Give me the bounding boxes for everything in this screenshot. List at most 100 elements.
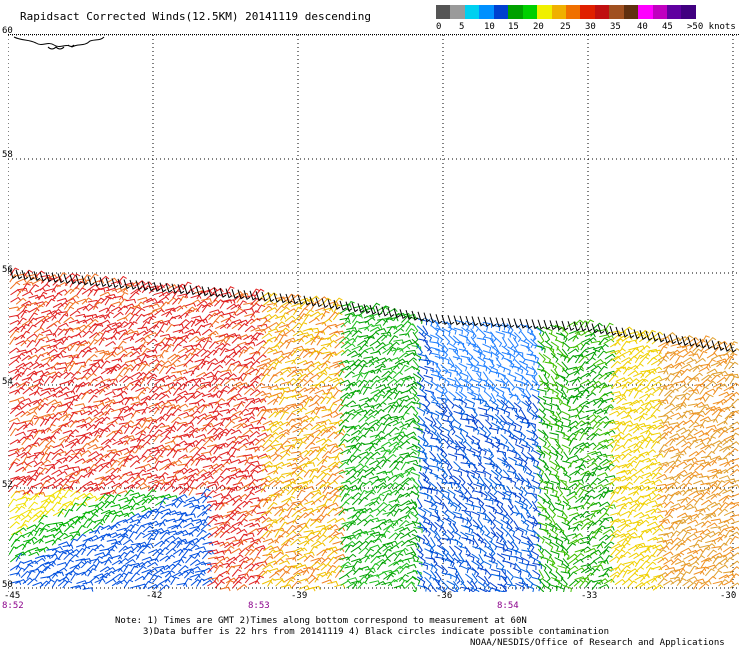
- wind-barb: [700, 557, 712, 563]
- wind-barb: [27, 317, 38, 326]
- wind-barb: [338, 425, 348, 434]
- wind-barb: [344, 540, 356, 548]
- wind-barb: [262, 438, 273, 447]
- wind-barb: [404, 581, 416, 589]
- wind-barb: [375, 393, 385, 403]
- wind-barb: [340, 348, 352, 356]
- wind-barb: [520, 505, 529, 515]
- wind-barb: [297, 441, 307, 450]
- wind-barb: [40, 436, 52, 441]
- wind-barb: [458, 391, 468, 401]
- edge-wind-barb: [525, 318, 533, 329]
- wind-barb: [233, 402, 245, 407]
- wind-barb: [567, 366, 579, 371]
- wind-barb: [694, 410, 706, 415]
- wind-barb: [467, 357, 474, 369]
- wind-barb: [167, 495, 179, 500]
- wind-barb: [651, 353, 662, 360]
- wind-barb: [238, 470, 250, 475]
- wind-barb: [717, 488, 728, 496]
- edge-wind-barb: [111, 278, 119, 289]
- wind-barb: [389, 341, 400, 349]
- wind-barb: [176, 538, 188, 544]
- wind-barb: [698, 582, 710, 590]
- wind-barb: [153, 569, 165, 576]
- wind-barb: [491, 422, 500, 431]
- wind-barb: [255, 367, 265, 376]
- wind-barb: [104, 512, 114, 521]
- wind-barb: [21, 437, 32, 446]
- wind-barb: [275, 321, 286, 329]
- wind-barb: [633, 511, 645, 518]
- wind-barb: [51, 570, 62, 579]
- wind-barb: [74, 409, 86, 414]
- wind-barb: [633, 390, 643, 399]
- wind-barb: [592, 443, 604, 451]
- wind-barb: [507, 407, 518, 413]
- wind-barb: [338, 367, 348, 377]
- wind-barb: [448, 502, 458, 512]
- wind-barb: [202, 438, 214, 447]
- wind-barb: [70, 497, 80, 506]
- wind-barb: [303, 551, 315, 556]
- wind-barb: [560, 383, 570, 394]
- wind-barb: [706, 549, 717, 558]
- wind-barb: [362, 507, 374, 514]
- wind-barb: [506, 491, 517, 498]
- wind-barb: [591, 456, 602, 464]
- wind-barb: [471, 560, 480, 570]
- wind-barb: [219, 409, 231, 414]
- wind-barb: [110, 363, 122, 370]
- wind-barb: [122, 529, 133, 538]
- wind-barb: [603, 578, 615, 585]
- wind-barb: [585, 495, 595, 504]
- wind-barb: [376, 501, 388, 510]
- wind-barb: [233, 307, 244, 316]
- wind-barb: [465, 553, 475, 562]
- wind-barb: [105, 340, 116, 347]
- wind-barb: [392, 371, 403, 379]
- wind-barb: [352, 528, 364, 535]
- wind-barb: [320, 481, 332, 489]
- wind-barb: [220, 342, 231, 351]
- wind-barb: [257, 526, 269, 531]
- wind-barb: [260, 373, 270, 382]
- wind-barb: [101, 325, 112, 332]
- wind-barb: [62, 354, 74, 360]
- wind-barb: [701, 514, 713, 521]
- wind-barb: [712, 371, 724, 377]
- wind-barb: [94, 578, 106, 584]
- wind-barb: [687, 474, 698, 483]
- wind-barb: [182, 455, 194, 461]
- wind-barb: [531, 366, 538, 377]
- edge-wind-barb: [711, 340, 719, 351]
- wind-barb: [388, 401, 400, 406]
- wind-barb: [617, 522, 629, 529]
- wind-barb: [668, 382, 679, 390]
- wind-barb: [159, 320, 171, 325]
- edge-wind-barb: [15, 269, 23, 280]
- wind-barb: [326, 564, 337, 573]
- wind-barb: [183, 425, 195, 433]
- wind-barb: [710, 430, 721, 438]
- wind-barb: [478, 553, 485, 565]
- wind-barb: [610, 391, 622, 396]
- wind-barb: [573, 482, 584, 491]
- wind-barb: [716, 409, 726, 418]
- wind-barb: [159, 435, 171, 443]
- wind-barb: [296, 522, 308, 527]
- wind-barb: [506, 576, 513, 588]
- wind-barb: [591, 349, 601, 359]
- wind-barb: [357, 481, 367, 491]
- wind-barb: [632, 535, 644, 540]
- wind-barb: [705, 512, 717, 517]
- wind-barb: [461, 509, 471, 516]
- wind-barb: [105, 293, 117, 299]
- wind-barb: [128, 403, 139, 412]
- wind-barb: [543, 466, 552, 476]
- wind-barb: [44, 533, 56, 539]
- wind-barb: [392, 347, 402, 356]
- wind-barb: [717, 426, 729, 433]
- wind-barb: [251, 505, 261, 514]
- wind-barb: [472, 448, 482, 457]
